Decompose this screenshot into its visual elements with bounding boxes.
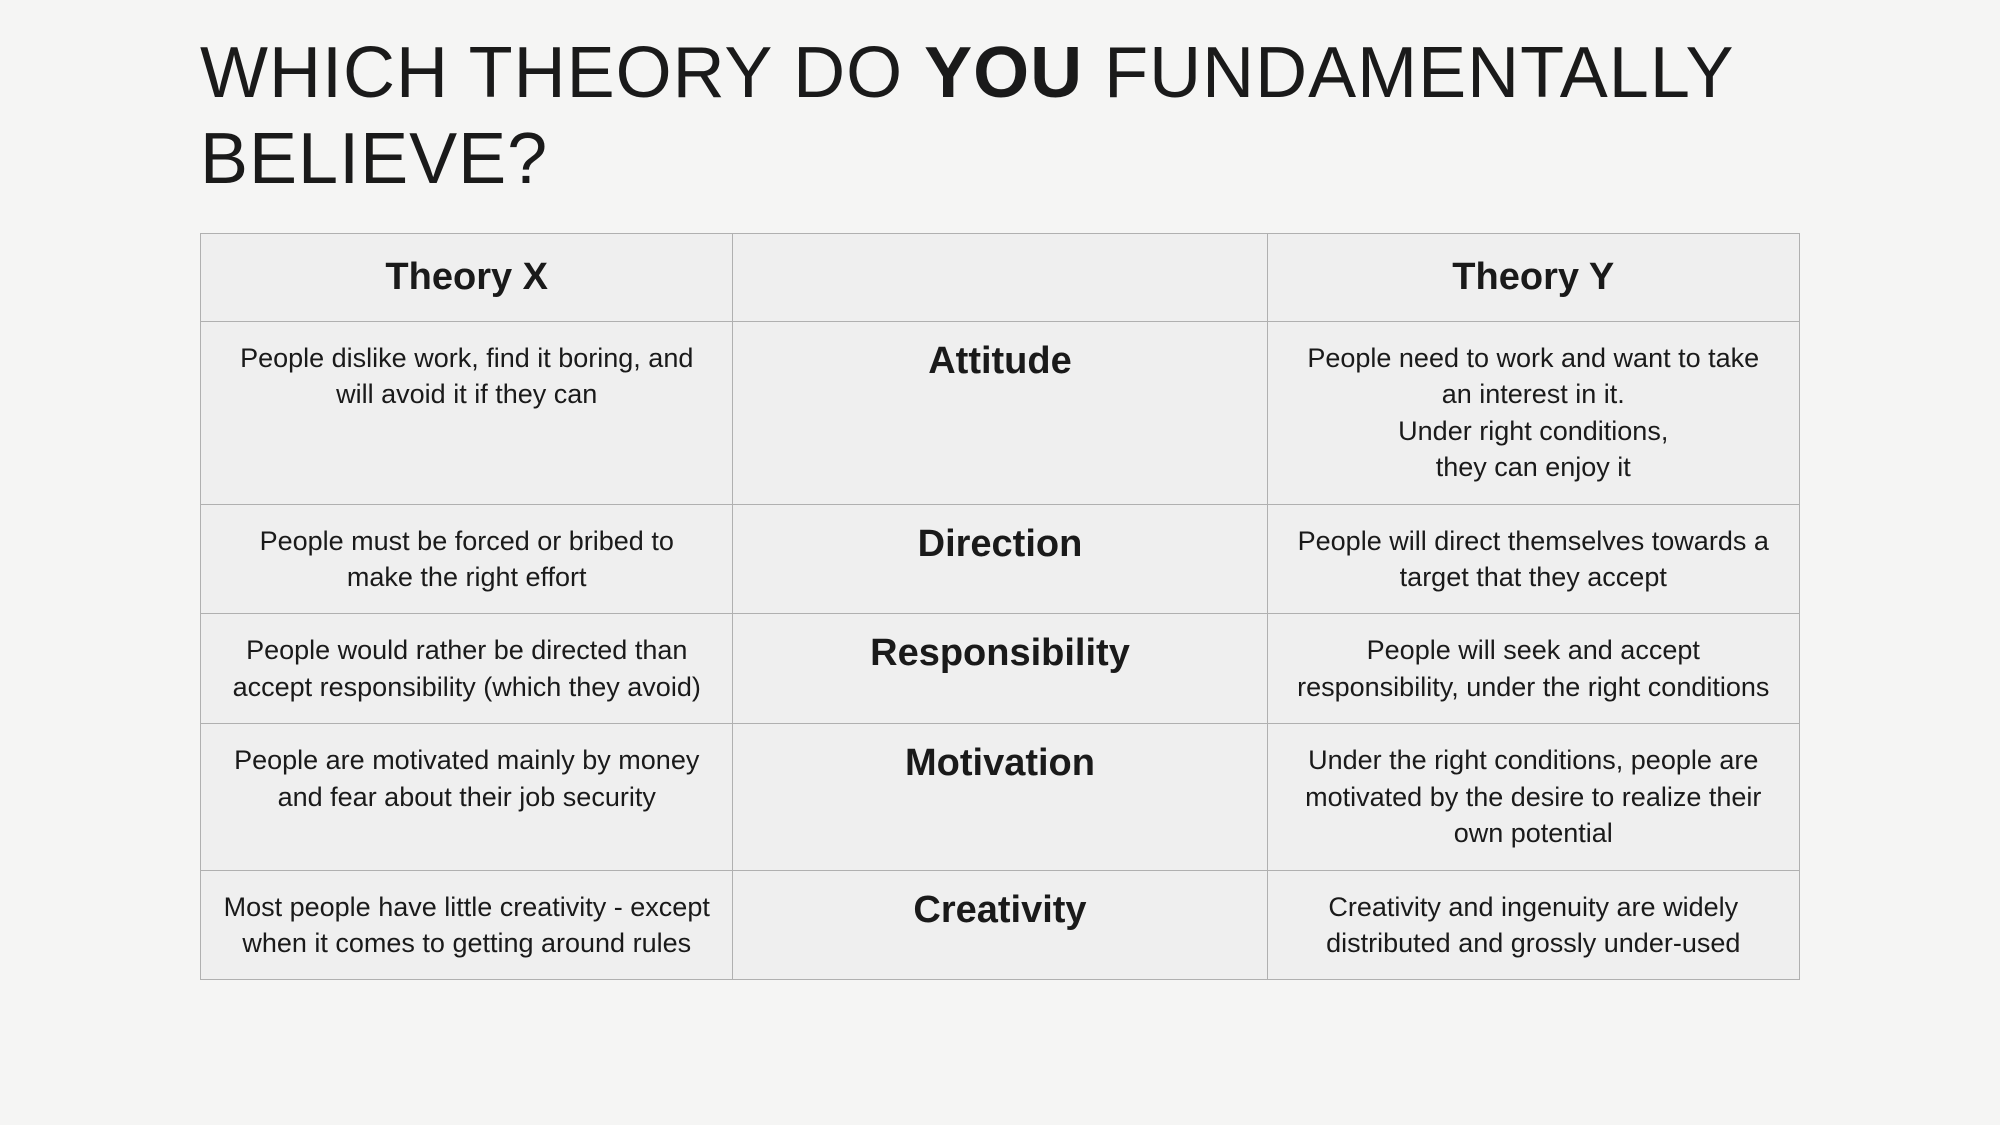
col-header-theory-y: Theory Y — [1267, 233, 1799, 321]
table-header-row: Theory X Theory Y — [201, 233, 1800, 321]
slide: WHICH THEORY DO YOU FUNDAMENTALLY BELIEV… — [200, 30, 1800, 980]
theory-y-line: Under the right conditions, people are m… — [1290, 742, 1777, 851]
table-row: People are motivated mainly by money and… — [201, 724, 1800, 870]
theory-y-cell: People will seek and accept responsibili… — [1267, 614, 1799, 724]
title-emphasis: YOU — [924, 33, 1083, 113]
theory-y-line: People will direct themselves towards a … — [1290, 523, 1777, 596]
category-cell: Attitude — [733, 321, 1267, 504]
table-row: People must be forced or bribed to make … — [201, 504, 1800, 614]
table-body: People dislike work, find it boring, and… — [201, 321, 1800, 980]
category-cell: Motivation — [733, 724, 1267, 870]
theory-y-cell: Creativity and ingenuity are widely dist… — [1267, 870, 1799, 980]
theory-x-cell: People dislike work, find it boring, and… — [201, 321, 733, 504]
theory-x-cell: People are motivated mainly by money and… — [201, 724, 733, 870]
theory-y-line: People will seek and accept responsibili… — [1290, 632, 1777, 705]
theory-y-line: they can enjoy it — [1290, 449, 1777, 485]
theory-y-cell: People will direct themselves towards a … — [1267, 504, 1799, 614]
theory-y-line: People need to work and want to take an … — [1290, 340, 1777, 413]
theory-y-cell: People need to work and want to take an … — [1267, 321, 1799, 504]
col-header-middle — [733, 233, 1267, 321]
table-row: People dislike work, find it boring, and… — [201, 321, 1800, 504]
table-row: People would rather be directed than acc… — [201, 614, 1800, 724]
category-cell: Responsibility — [733, 614, 1267, 724]
theory-x-cell: People must be forced or bribed to make … — [201, 504, 733, 614]
title-pre: WHICH THEORY DO — [200, 33, 924, 113]
theory-y-cell: Under the right conditions, people are m… — [1267, 724, 1799, 870]
page-title: WHICH THEORY DO YOU FUNDAMENTALLY BELIEV… — [200, 30, 1800, 203]
category-cell: Direction — [733, 504, 1267, 614]
theory-comparison-table: Theory X Theory Y People dislike work, f… — [200, 233, 1800, 981]
table-row: Most people have little creativity - exc… — [201, 870, 1800, 980]
theory-y-line: Creativity and ingenuity are widely dist… — [1290, 889, 1777, 962]
theory-x-cell: Most people have little creativity - exc… — [201, 870, 733, 980]
col-header-theory-x: Theory X — [201, 233, 733, 321]
theory-y-line: Under right conditions, — [1290, 413, 1777, 449]
category-cell: Creativity — [733, 870, 1267, 980]
theory-x-cell: People would rather be directed than acc… — [201, 614, 733, 724]
